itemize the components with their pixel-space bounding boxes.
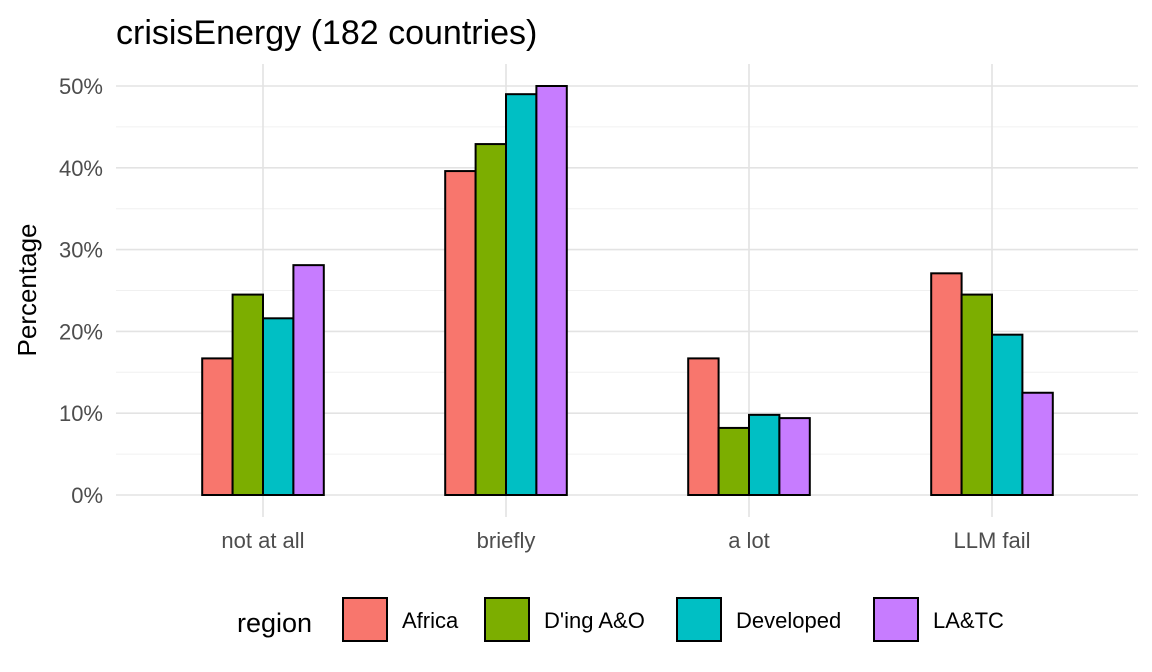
bar (960, 293, 993, 496)
legend: region Africa D'ing A&O Developed LA&TC (237, 597, 1004, 642)
y-tick-label: 20% (59, 319, 103, 344)
x-tick-label: LLM fail (953, 528, 1030, 553)
legend-label: Africa (402, 608, 459, 633)
legend-key (873, 597, 919, 642)
bar (930, 272, 963, 496)
bar (231, 293, 265, 496)
y-tick-label: 30% (59, 238, 103, 263)
legend-key (342, 597, 388, 642)
y-tick-label: 40% (59, 156, 103, 181)
legend-label: D'ing A&O (544, 608, 645, 633)
y-axis-ticks: 0% 10% 20% 30% 40% 50% (59, 74, 103, 508)
bar (748, 413, 781, 496)
y-axis-title: Percentage (12, 224, 42, 357)
x-tick-label: briefly (477, 528, 536, 553)
bar (1021, 391, 1054, 496)
x-tick-label: a lot (728, 528, 770, 553)
bar (778, 417, 811, 496)
bar (717, 426, 750, 497)
bar (991, 333, 1024, 496)
bar (535, 85, 568, 496)
chart-title: crisisEnergy (182 countries) (116, 14, 537, 52)
legend-title: region (237, 608, 312, 638)
bar (474, 143, 508, 496)
bar (687, 357, 720, 497)
y-tick-label: 0% (71, 483, 103, 508)
bar (505, 93, 538, 497)
legend-label: LA&TC (933, 608, 1004, 633)
legend-key (676, 597, 722, 642)
bar (444, 170, 477, 497)
legend-label: Developed (736, 608, 841, 633)
x-axis-ticks: not at all briefly a lot LLM fail (221, 528, 1030, 553)
y-tick-label: 50% (59, 74, 103, 99)
legend-key (484, 597, 530, 642)
bars (201, 85, 1054, 497)
bar (201, 357, 234, 497)
bar (292, 264, 325, 496)
y-tick-label: 10% (59, 401, 103, 426)
x-tick-label: not at all (221, 528, 304, 553)
bar (262, 317, 295, 497)
